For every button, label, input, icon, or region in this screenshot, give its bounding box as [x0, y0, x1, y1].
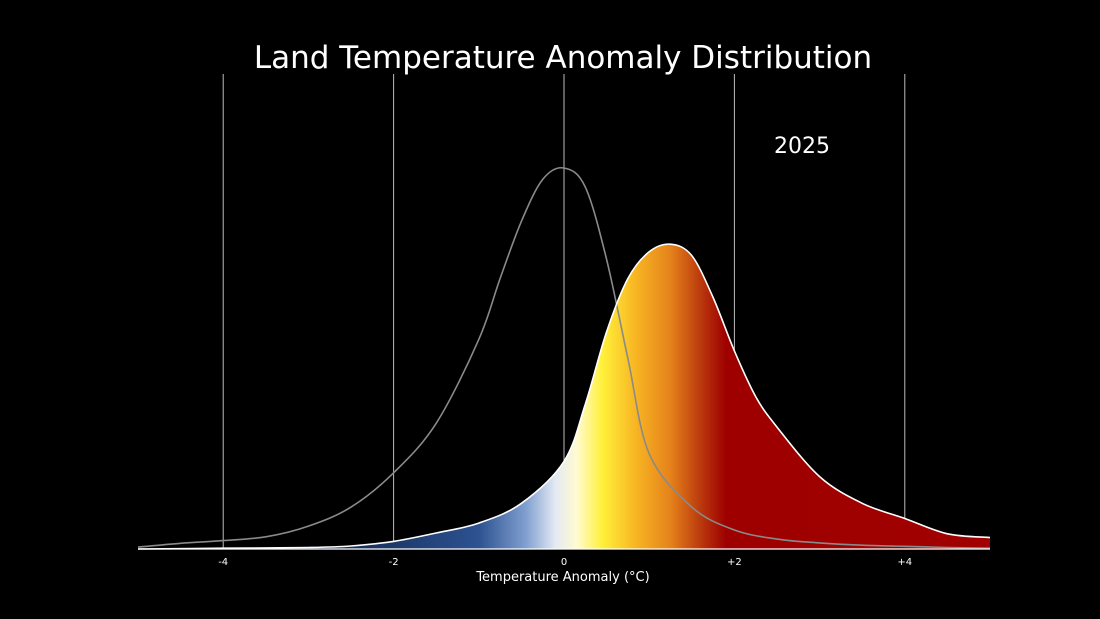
- current-distribution-outline: [137, 243, 991, 550]
- year-label: 2025: [774, 134, 830, 159]
- current-distribution-area: [138, 244, 990, 550]
- x-tick-label: +2: [727, 557, 742, 568]
- x-tick-label: -2: [389, 557, 399, 568]
- x-tick-labels: -4 -2 0 +2 +4: [218, 557, 912, 568]
- x-tick-label: 0: [561, 557, 567, 568]
- baseline-distribution-line: [137, 166, 991, 549]
- x-axis-label: Temperature Anomaly (°C): [475, 570, 649, 585]
- chart-title: Land Temperature Anomaly Distribution: [254, 40, 872, 76]
- x-tick-label: +4: [897, 557, 912, 568]
- x-tick-label: -4: [218, 557, 228, 568]
